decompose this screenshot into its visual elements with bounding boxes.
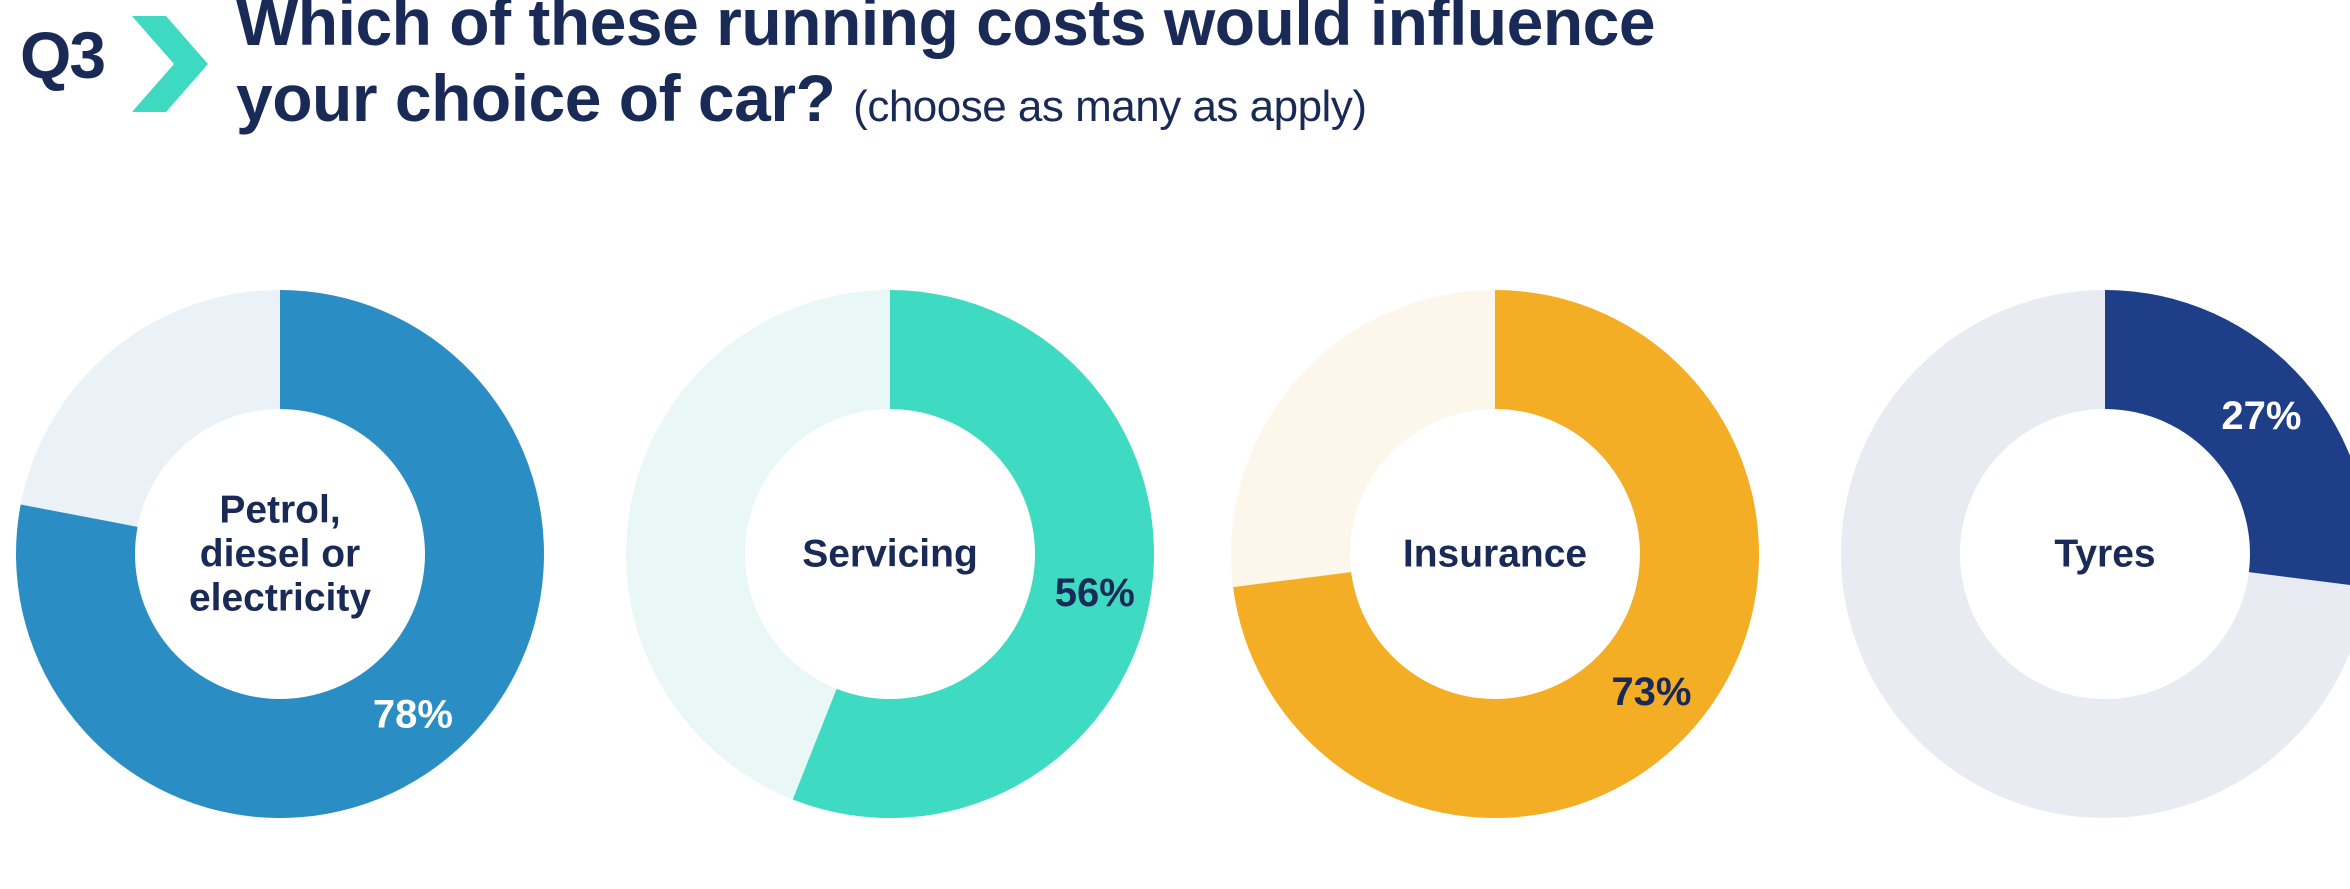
question-number: Q3: [20, 18, 106, 92]
question-subtitle: (choose as many as apply): [853, 82, 1367, 131]
donut-category-label: Servicing: [802, 533, 978, 576]
question-title-line-2-text: your choice of car?: [236, 61, 836, 135]
donut-chart: 73% Insurance: [1231, 290, 1759, 818]
donut-slice: [15, 290, 545, 818]
donut-value-label: 27%: [2221, 394, 2301, 438]
donut-chart: 56% Servicing: [626, 290, 1154, 818]
donut-slice: [1233, 290, 1759, 818]
donut-category-label: Tyres: [2054, 533, 2155, 576]
donut-category-label: electricity: [189, 577, 371, 620]
question-title-line-2: your choice of car? (choose as many as a…: [236, 60, 1655, 145]
donut-value-label: 78%: [373, 693, 453, 737]
chevron-right-icon: [132, 16, 208, 112]
question-header: Q3 Which of these running costs would in…: [0, 0, 2350, 150]
donut-slice: [2105, 290, 2350, 585]
donut-category-label: diesel or: [200, 533, 360, 576]
donut-category-label: Insurance: [1403, 533, 1587, 576]
donut-value-label: 56%: [1055, 571, 1135, 615]
donut-value-label: 73%: [1611, 670, 1691, 714]
donut-category-label: Petrol,: [219, 489, 340, 532]
question-title: Which of these running costs would influ…: [236, 0, 1656, 145]
donut-chart: 27% Tyres: [1841, 290, 2350, 818]
question-title-line-1: Which of these running costs would influ…: [236, 0, 1656, 59]
donut-slice: [792, 290, 1154, 818]
